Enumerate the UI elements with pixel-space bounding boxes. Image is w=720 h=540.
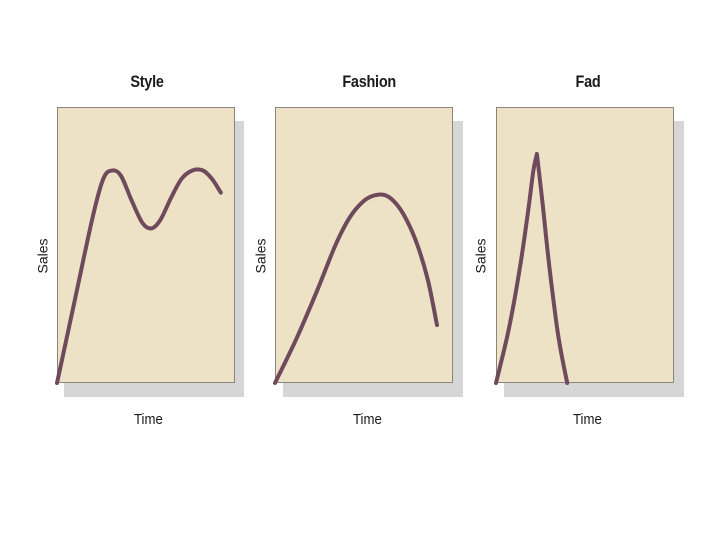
y-axis-label: Sales	[472, 238, 489, 274]
plot-svg	[273, 192, 439, 385]
plot-svg	[55, 167, 223, 385]
plot-area	[275, 107, 453, 383]
chart-title: Fashion	[342, 72, 396, 91]
plot-area	[496, 107, 674, 383]
chart-title: Style	[130, 72, 164, 91]
chart-panel-style: Style Sales Time	[0, 0, 244, 540]
y-axis-label: Sales	[252, 238, 269, 274]
sales-curve	[494, 151, 570, 385]
x-axis-label: Time	[133, 411, 163, 428]
chart-panel-fashion: Fashion Sales Time	[220, 0, 463, 540]
sales-curve	[55, 167, 223, 385]
chart-title: Fad	[575, 72, 601, 91]
x-axis-label: Time	[572, 411, 602, 428]
sales-curve	[273, 192, 439, 385]
chart-panel-fad: Fad Sales Time	[440, 0, 684, 540]
x-axis-label: Time	[352, 411, 382, 428]
y-axis-label: Sales	[34, 238, 51, 274]
plot-svg	[494, 151, 570, 385]
